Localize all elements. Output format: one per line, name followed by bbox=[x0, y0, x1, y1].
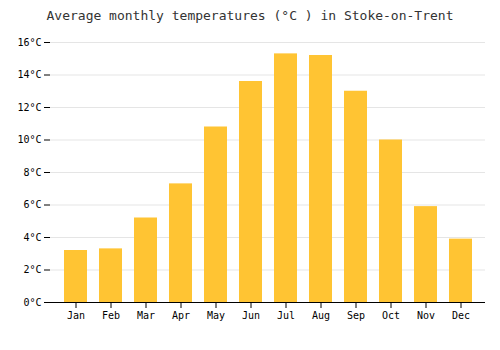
svg-text:Oct: Oct bbox=[382, 310, 400, 321]
svg-text:16°C: 16°C bbox=[17, 37, 41, 48]
svg-text:8°C: 8°C bbox=[23, 167, 41, 178]
html-text:Average monthly temperatures (: Average monthly temperatures (°C ) in St… bbox=[46, 8, 454, 23]
svg-text:6°C: 6°C bbox=[23, 199, 41, 210]
svg-text:10°C: 10°C bbox=[17, 134, 41, 145]
svg-text:Feb: Feb bbox=[102, 310, 120, 321]
svg-text:Jun: Jun bbox=[242, 310, 260, 321]
svg-text:Jul: Jul bbox=[277, 310, 295, 321]
svg-text:0°C: 0°C bbox=[23, 297, 41, 308]
svg-text:14°C: 14°C bbox=[17, 69, 41, 80]
svg-text:Aug: Aug bbox=[312, 310, 330, 321]
svg-text:Apr: Apr bbox=[172, 310, 190, 321]
svg-text:Jan: Jan bbox=[67, 310, 85, 321]
svg-text:May: May bbox=[207, 310, 225, 321]
svg-text:12°C: 12°C bbox=[17, 102, 41, 113]
svg-text:4°C: 4°C bbox=[23, 232, 41, 243]
svg-text:2°C: 2°C bbox=[23, 264, 41, 275]
svg-text:Dec: Dec bbox=[452, 310, 470, 321]
svg-text:Mar: Mar bbox=[137, 310, 155, 321]
svg-text:Sep: Sep bbox=[347, 310, 365, 321]
svg-text:Nov: Nov bbox=[417, 310, 435, 321]
